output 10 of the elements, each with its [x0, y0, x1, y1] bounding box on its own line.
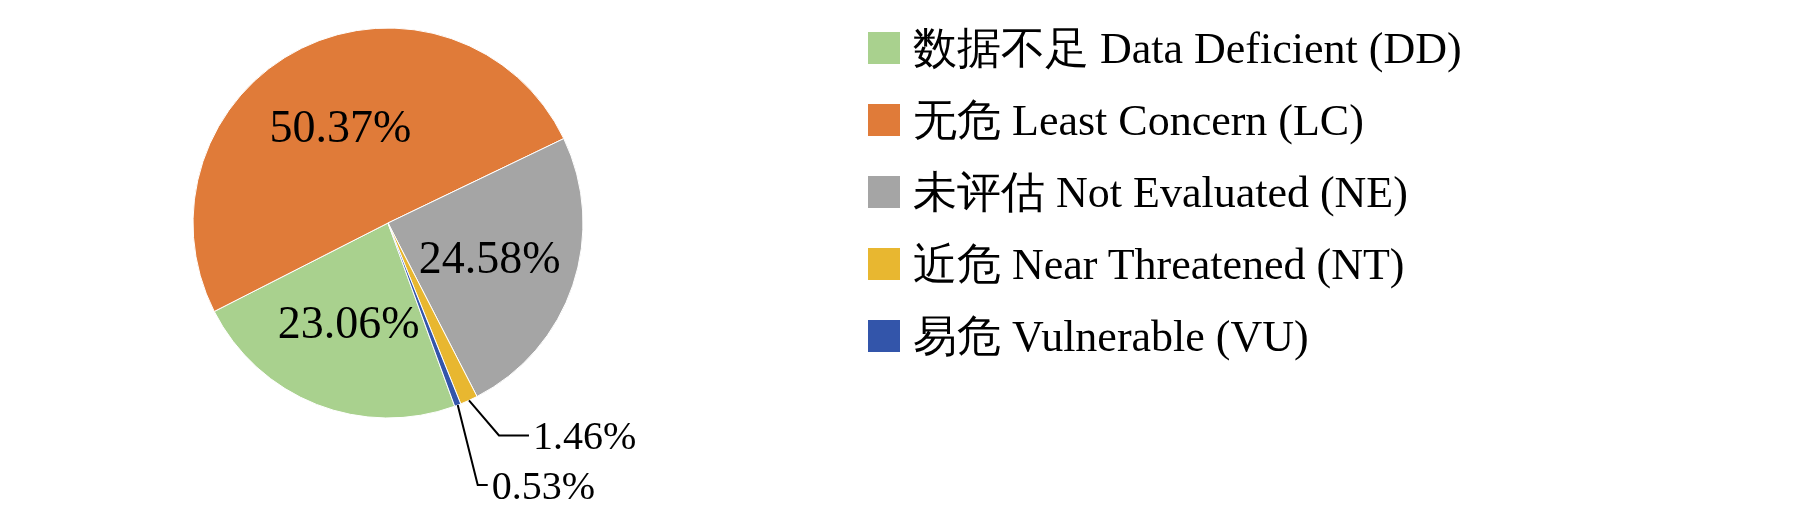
legend-label: 未评估 Not Evaluated (NE)	[913, 167, 1408, 217]
data-label: 50.37%	[269, 101, 412, 153]
data-label: 0.53%	[491, 462, 596, 508]
data-label: 23.06%	[277, 297, 420, 349]
legend-label: 无危 Least Concern (LC)	[913, 95, 1364, 145]
legend-label: 易危 Vulnerable (VU)	[913, 311, 1309, 361]
data-label: 24.58%	[418, 231, 561, 283]
legend-label: 近危 Near Threatened (NT)	[913, 239, 1405, 289]
data-label: 1.46%	[532, 412, 637, 458]
legend-label: 数据不足 Data Deficient (DD)	[913, 23, 1462, 73]
